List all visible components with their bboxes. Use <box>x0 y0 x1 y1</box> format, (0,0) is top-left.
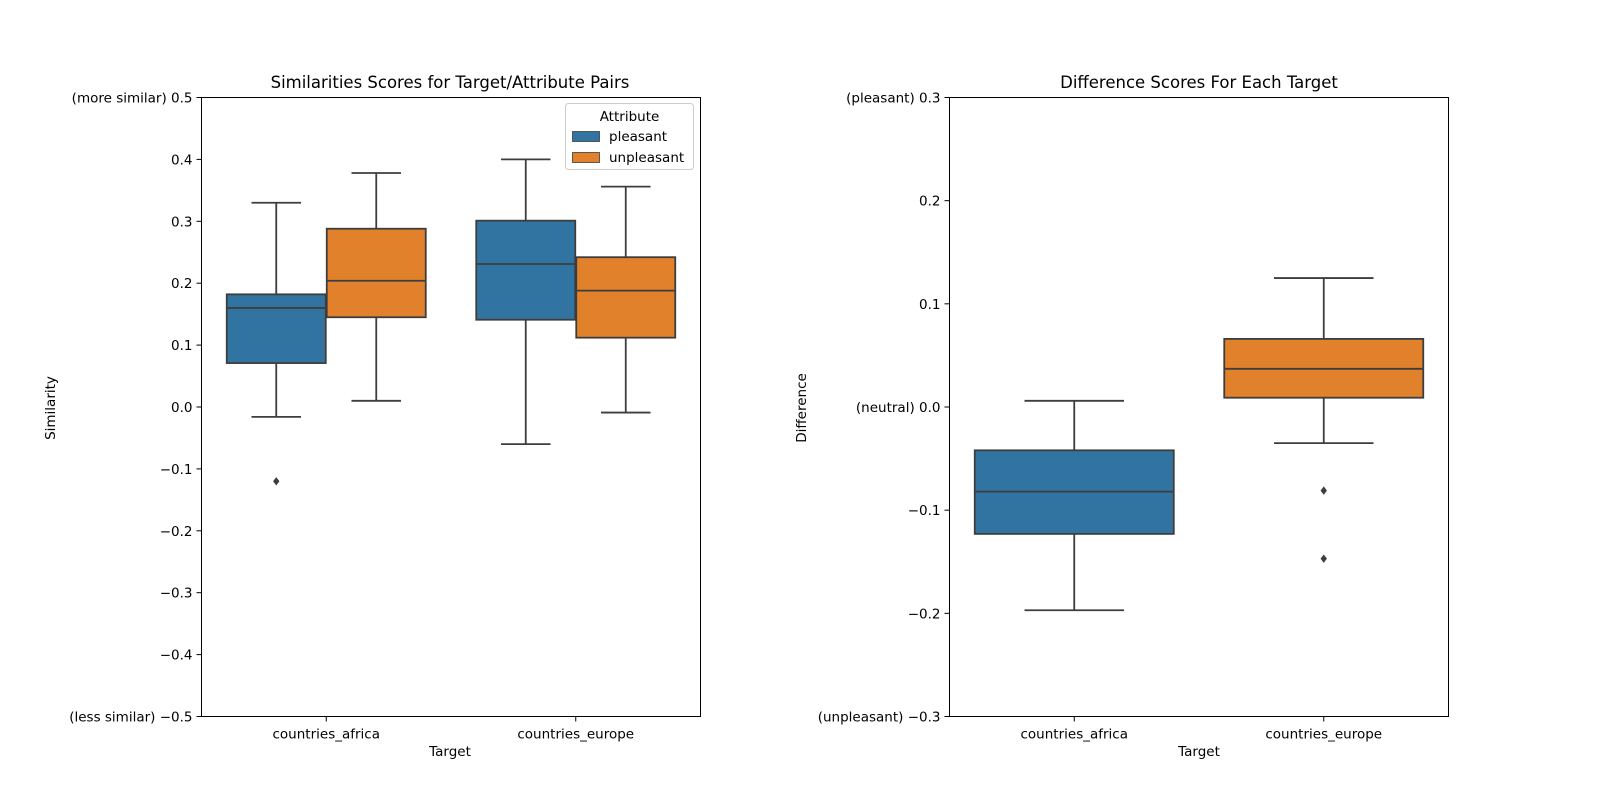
legend-swatch-unpleasant <box>572 152 600 163</box>
y-tick-label: (pleasant) 0.3 <box>846 91 940 107</box>
y-tick-label: 0.1 <box>171 338 192 354</box>
y-tick-label: −0.2 <box>908 606 941 622</box>
box-iqr <box>325 227 427 319</box>
outlier-point <box>1320 486 1327 495</box>
x-axis-label: Target <box>1177 744 1220 760</box>
y-tick-label: −0.3 <box>160 586 193 602</box>
y-tick-label: (more similar) 0.5 <box>72 91 193 107</box>
box-iqr <box>225 293 327 364</box>
legend: Attribute pleasant unpleasant <box>565 103 694 170</box>
box-marks <box>225 158 677 486</box>
y-tick-label: 0.0 <box>171 400 192 416</box>
y-tick-label: 0.2 <box>919 194 940 210</box>
y-tick-label: −0.1 <box>908 503 941 519</box>
x-tick-label: countries_africa <box>273 727 381 743</box>
x-tick-label: countries_europe <box>517 727 634 743</box>
y-tick-label: −0.1 <box>160 462 193 478</box>
y-tick-label: 0.1 <box>919 297 940 313</box>
x-axis-label: Target <box>428 744 471 760</box>
box-iqr <box>475 219 577 321</box>
chart-title: Difference Scores For Each Target <box>1060 73 1338 92</box>
x-ticks: countries_africa countries_europe <box>273 716 634 743</box>
y-ticks: (more similar) 0.5 0.4 0.3 0.2 0.1 0.0 −0.1 −0.… <box>69 91 202 726</box>
outlier-point <box>273 477 280 486</box>
x-tick-label: countries_europe <box>1265 727 1382 743</box>
legend-label-pleasant: pleasant <box>609 129 667 145</box>
plot-frame <box>949 97 1449 717</box>
difference-chart: Difference Scores For Each Target Differ… <box>794 73 1449 760</box>
chart-title: Similarities Scores for Target/Attribute… <box>271 73 630 92</box>
y-tick-label: −0.2 <box>160 524 193 540</box>
y-tick-label: (unpleasant) −0.3 <box>818 710 941 726</box>
y-tick-label: (less similar) −0.5 <box>69 710 192 726</box>
legend-label-unpleasant: unpleasant <box>609 150 684 166</box>
legend-swatch-pleasant <box>572 131 600 142</box>
y-tick-label: 0.2 <box>171 276 192 292</box>
y-ticks: (pleasant) 0.3 0.2 0.1 (neutral) 0.0 −0.1 −0.… <box>818 91 950 726</box>
x-ticks: countries_africa countries_europe <box>1021 716 1382 743</box>
y-tick-label: −0.4 <box>160 648 193 664</box>
y-axis-label: Difference <box>794 373 810 443</box>
plot-frame <box>201 97 701 717</box>
similarity-chart: Similarities Scores for Target/Attribute… <box>43 73 701 760</box>
y-tick-label: 0.3 <box>171 214 192 230</box>
y-tick-label: (neutral) 0.0 <box>856 400 941 416</box>
box-marks <box>973 277 1425 612</box>
y-axis-label: Similarity <box>43 376 59 440</box>
box-iqr <box>575 256 677 339</box>
y-tick-label: 0.4 <box>171 152 192 168</box>
outlier-point <box>1320 554 1327 563</box>
x-tick-label: countries_africa <box>1021 727 1129 743</box>
legend-title: Attribute <box>600 109 660 125</box>
